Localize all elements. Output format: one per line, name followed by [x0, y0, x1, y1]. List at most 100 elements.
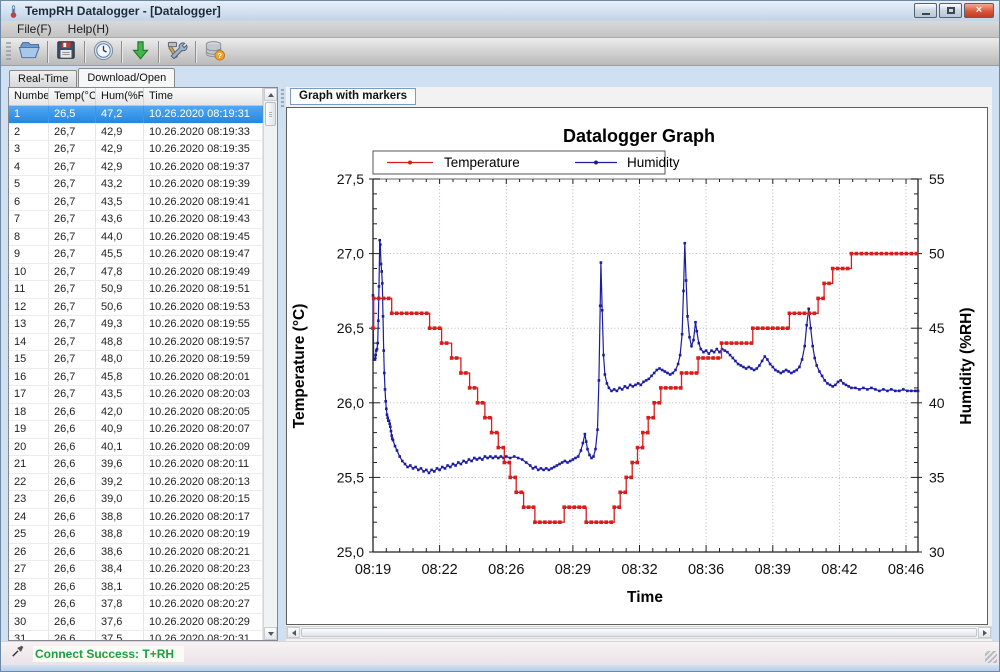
cell-temp: 26,6 [49, 561, 96, 578]
scroll-up-button[interactable] [264, 88, 277, 101]
cell-time: 10.26.2020 08:19:35 [144, 141, 263, 158]
cell-temp: 26,7 [49, 368, 96, 385]
scrollbar-thumb-horizontal[interactable] [301, 628, 977, 637]
resize-grip[interactable] [985, 651, 997, 663]
close-button[interactable]: × [964, 3, 994, 18]
tab-download-open[interactable]: Download/Open [78, 68, 176, 87]
table-row[interactable]: 30 26,6 37,6 10.26.2020 08:20:29 [9, 613, 263, 631]
cell-temp: 26,7 [49, 281, 96, 298]
cell-hum: 42,9 [96, 158, 144, 175]
download-button[interactable] [125, 39, 155, 65]
chart-title: Datalogger Graph [563, 126, 715, 146]
table-row[interactable]: 28 26,6 38,1 10.26.2020 08:20:25 [9, 578, 263, 596]
table-row[interactable]: 23 26,6 39,0 10.26.2020 08:20:15 [9, 491, 263, 509]
table-row[interactable]: 12 26,7 50,6 10.26.2020 08:19:53 [9, 298, 263, 316]
table-row[interactable]: 2 26,7 42,9 10.26.2020 08:19:33 [9, 123, 263, 141]
svg-text:08:19: 08:19 [355, 562, 391, 578]
table-row[interactable]: 18 26,6 42,0 10.26.2020 08:20:05 [9, 403, 263, 421]
cell-time: 10.26.2020 08:20:17 [144, 508, 263, 525]
settings-button[interactable] [162, 39, 192, 65]
cell-number: 7 [9, 211, 49, 228]
table-row[interactable]: 9 26,7 45,5 10.26.2020 08:19:47 [9, 246, 263, 264]
table-row[interactable]: 14 26,7 48,8 10.26.2020 08:19:57 [9, 333, 263, 351]
table-row[interactable]: 21 26,6 39,6 10.26.2020 08:20:11 [9, 456, 263, 474]
cell-time: 10.26.2020 08:20:05 [144, 403, 263, 420]
menu-help[interactable]: Help(H) [67, 22, 110, 36]
scroll-down-button[interactable] [264, 627, 277, 640]
tab-real-time[interactable]: Real-Time [9, 70, 78, 87]
menu-file[interactable]: File(F) [17, 22, 52, 36]
table-row[interactable]: 22 26,6 39,2 10.26.2020 08:20:13 [9, 473, 263, 491]
table-row[interactable]: 5 26,7 43,2 10.26.2020 08:19:39 [9, 176, 263, 194]
cell-hum: 38,8 [96, 508, 144, 525]
cell-time: 10.26.2020 08:19:45 [144, 228, 263, 245]
scrollbar-track[interactable] [264, 127, 277, 627]
main-area: Number Temp(°C) Hum(%RH) Time 126,547,21… [8, 87, 992, 641]
cell-hum: 37,5 [96, 631, 144, 640]
cell-number: 26 [9, 543, 49, 560]
save-button[interactable] [51, 39, 81, 65]
scroll-left-button[interactable] [287, 627, 300, 638]
cell-temp: 26,7 [49, 193, 96, 210]
column-header-number[interactable]: Number [9, 88, 49, 105]
table-row[interactable]: 1 26,5 47,2 10.26.2020 08:19:31 [9, 106, 263, 124]
svg-text:08:32: 08:32 [621, 562, 657, 578]
table-row[interactable]: 11 26,7 50,9 10.26.2020 08:19:51 [9, 281, 263, 299]
table-row[interactable]: 10 26,7 47,8 10.26.2020 08:19:49 [9, 263, 263, 281]
toolbar-separator [195, 40, 196, 63]
scrollbar-thumb[interactable] [265, 102, 276, 126]
column-header-time[interactable]: Time [144, 88, 263, 105]
legend-temperature: Temperature [444, 155, 520, 170]
svg-text:26,0: 26,0 [337, 395, 364, 411]
cell-hum: 47,2 [96, 106, 144, 123]
tab-strip: Real-Time Download/Open [8, 68, 992, 87]
table-row[interactable]: 8 26,7 44,0 10.26.2020 08:19:45 [9, 228, 263, 246]
graph-with-markers-button[interactable]: Graph with markers [290, 88, 417, 105]
x-axis-label: Time [627, 589, 663, 606]
maximize-icon [946, 7, 955, 14]
cell-temp: 26,5 [49, 106, 96, 123]
open-file-button[interactable] [14, 39, 44, 65]
floppy-disk-icon [55, 39, 77, 64]
column-header-temp[interactable]: Temp(°C) [49, 88, 96, 105]
y-axis-left-label: Temperature (°C) [291, 304, 308, 429]
table-row[interactable]: 31 26,6 37,5 10.26.2020 08:20:31 [9, 631, 263, 640]
table-row[interactable]: 24 26,6 38,8 10.26.2020 08:20:17 [9, 508, 263, 526]
table-row[interactable]: 26 26,6 38,6 10.26.2020 08:20:21 [9, 543, 263, 561]
clock-button[interactable] [88, 39, 118, 65]
table-row[interactable]: 20 26,6 40,1 10.26.2020 08:20:09 [9, 438, 263, 456]
maximize-button[interactable] [939, 3, 962, 18]
cell-number: 11 [9, 281, 49, 298]
table-row[interactable]: 13 26,7 49,3 10.26.2020 08:19:55 [9, 316, 263, 334]
minimize-button[interactable] [914, 3, 937, 18]
cell-time: 10.26.2020 08:19:43 [144, 211, 263, 228]
table-row[interactable]: 4 26,7 42,9 10.26.2020 08:19:37 [9, 158, 263, 176]
cell-hum: 44,0 [96, 228, 144, 245]
database-help-button[interactable]: ? [199, 39, 229, 65]
table-row[interactable]: 29 26,6 37,8 10.26.2020 08:20:27 [9, 596, 263, 614]
table-row[interactable]: 3 26,7 42,9 10.26.2020 08:19:35 [9, 141, 263, 159]
table-header: Number Temp(°C) Hum(%RH) Time [9, 88, 263, 106]
table-row[interactable]: 6 26,7 43,5 10.26.2020 08:19:41 [9, 193, 263, 211]
table-row[interactable]: 27 26,6 38,4 10.26.2020 08:20:23 [9, 561, 263, 579]
cell-hum: 43,5 [96, 193, 144, 210]
column-header-hum[interactable]: Hum(%RH) [96, 88, 144, 105]
table-row[interactable]: 7 26,7 43,6 10.26.2020 08:19:43 [9, 211, 263, 229]
cell-time: 10.26.2020 08:19:37 [144, 158, 263, 175]
panel-splitter[interactable] [278, 87, 286, 641]
table-row[interactable]: 19 26,6 40,9 10.26.2020 08:20:07 [9, 421, 263, 439]
cell-hum: 43,5 [96, 386, 144, 403]
cell-time: 10.26.2020 08:19:31 [144, 106, 263, 123]
cell-hum: 40,9 [96, 421, 144, 438]
cell-temp: 26,6 [49, 526, 96, 543]
scroll-right-button[interactable] [978, 627, 991, 638]
toolbar-grip[interactable] [6, 41, 11, 62]
table-row[interactable]: 16 26,7 45,8 10.26.2020 08:20:01 [9, 368, 263, 386]
table-row[interactable]: 15 26,7 48,0 10.26.2020 08:19:59 [9, 351, 263, 369]
cell-hum: 39,6 [96, 456, 144, 473]
table-row[interactable]: 17 26,7 43,5 10.26.2020 08:20:03 [9, 386, 263, 404]
cell-number: 10 [9, 263, 49, 280]
cell-temp: 26,6 [49, 543, 96, 560]
table-row[interactable]: 25 26,6 38,8 10.26.2020 08:20:19 [9, 526, 263, 544]
